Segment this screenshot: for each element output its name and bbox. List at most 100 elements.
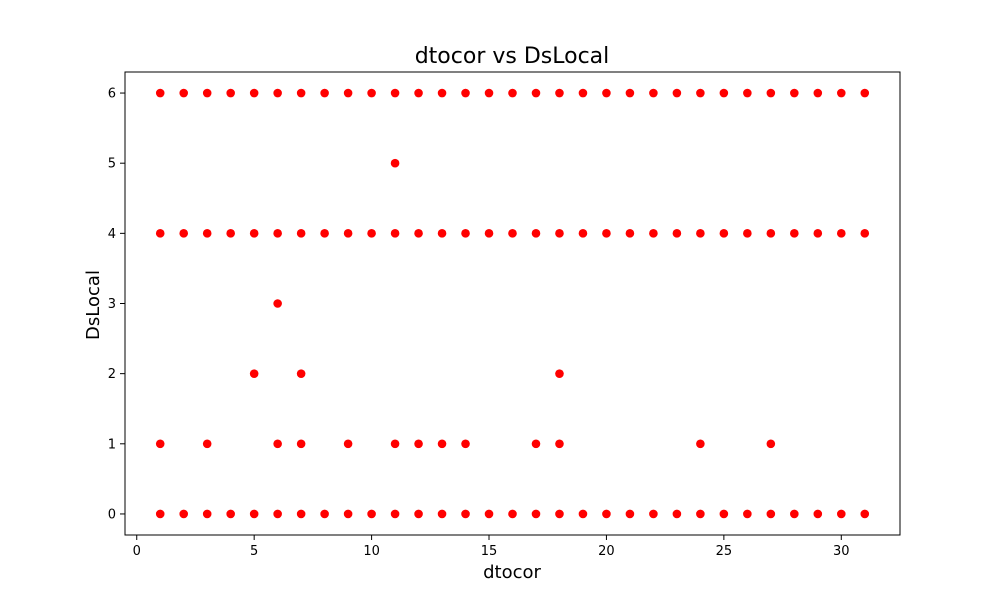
data-point xyxy=(578,229,588,238)
plot-area: 0 5 10 15 20 25 30 0 1 2 3 4 5 6 xyxy=(108,71,901,559)
data-point xyxy=(249,369,259,378)
data-point xyxy=(790,229,799,238)
y-axis-label: DsLocal xyxy=(83,270,104,340)
x-tick-label: 20 xyxy=(598,544,615,559)
data-point xyxy=(696,229,705,238)
data-point xyxy=(179,509,189,519)
data-point xyxy=(672,509,682,519)
data-point xyxy=(367,88,376,98)
data-point xyxy=(672,88,682,98)
data-point xyxy=(743,229,752,238)
data-point xyxy=(625,88,635,98)
data-point xyxy=(155,229,165,238)
x-tick-label: 30 xyxy=(833,544,850,559)
data-point xyxy=(296,88,306,98)
data-point xyxy=(508,509,517,519)
data-point xyxy=(414,439,423,449)
data-point xyxy=(390,158,400,168)
y-tick-label: 2 xyxy=(108,367,116,382)
data-point xyxy=(649,229,658,238)
data-point xyxy=(414,88,423,98)
data-point xyxy=(437,509,447,519)
data-point xyxy=(202,229,212,238)
y-tick-label: 6 xyxy=(108,87,116,102)
data-point xyxy=(343,229,353,238)
data-point xyxy=(860,229,870,238)
y-tick-label: 1 xyxy=(108,437,116,452)
data-point xyxy=(719,88,729,98)
data-point xyxy=(320,88,329,98)
data-point xyxy=(625,509,635,519)
data-point xyxy=(555,439,564,449)
data-point xyxy=(273,439,282,449)
data-point xyxy=(602,229,611,238)
data-point xyxy=(555,88,564,98)
data-point xyxy=(179,229,189,238)
data-point xyxy=(836,509,846,519)
x-tick-label: 10 xyxy=(363,544,380,559)
data-point xyxy=(649,88,658,98)
data-point xyxy=(390,439,400,449)
data-point xyxy=(249,229,259,238)
data-point xyxy=(531,509,541,519)
data-point xyxy=(226,509,235,519)
data-point xyxy=(202,509,212,519)
data-point xyxy=(249,88,259,98)
data-point xyxy=(743,509,752,519)
data-point xyxy=(719,229,729,238)
data-point xyxy=(696,88,705,98)
data-point xyxy=(367,509,376,519)
chart-title: dtocor vs DsLocal xyxy=(415,44,610,69)
data-point xyxy=(343,88,353,98)
data-point xyxy=(320,509,329,519)
data-point xyxy=(836,229,846,238)
data-point xyxy=(625,229,635,238)
data-point xyxy=(696,439,705,449)
data-point xyxy=(461,439,470,449)
data-point xyxy=(273,88,282,98)
data-point xyxy=(414,229,423,238)
data-point xyxy=(813,509,823,519)
data-point xyxy=(179,88,189,98)
data-point xyxy=(719,509,729,519)
data-point xyxy=(508,88,517,98)
data-point xyxy=(155,439,165,449)
data-point xyxy=(414,509,423,519)
data-point xyxy=(602,509,611,519)
data-point xyxy=(296,369,306,378)
data-point xyxy=(273,229,282,238)
data-point xyxy=(836,88,846,98)
data-point xyxy=(296,509,306,519)
data-point xyxy=(766,439,776,449)
data-point xyxy=(766,509,776,519)
data-point xyxy=(555,369,564,378)
data-point xyxy=(649,509,658,519)
data-point xyxy=(484,509,494,519)
data-point xyxy=(578,509,588,519)
x-tick-label: 5 xyxy=(250,544,258,559)
x-tick-label: 15 xyxy=(481,544,498,559)
data-point xyxy=(531,88,541,98)
data-point xyxy=(461,509,470,519)
data-point xyxy=(343,509,353,519)
y-tick-label: 3 xyxy=(108,297,116,312)
data-point xyxy=(508,229,517,238)
data-point xyxy=(155,509,165,519)
x-tick-label: 0 xyxy=(133,544,141,559)
data-point xyxy=(390,509,400,519)
data-point xyxy=(390,229,400,238)
data-point xyxy=(273,299,282,308)
data-point xyxy=(860,509,870,519)
y-tick-label: 4 xyxy=(108,227,116,242)
data-point xyxy=(696,509,705,519)
data-point xyxy=(578,88,588,98)
data-point xyxy=(531,229,541,238)
data-point xyxy=(296,229,306,238)
data-point xyxy=(602,88,611,98)
data-point xyxy=(226,88,235,98)
data-point xyxy=(390,88,400,98)
data-point xyxy=(813,88,823,98)
data-point xyxy=(320,229,329,238)
data-point xyxy=(437,439,447,449)
